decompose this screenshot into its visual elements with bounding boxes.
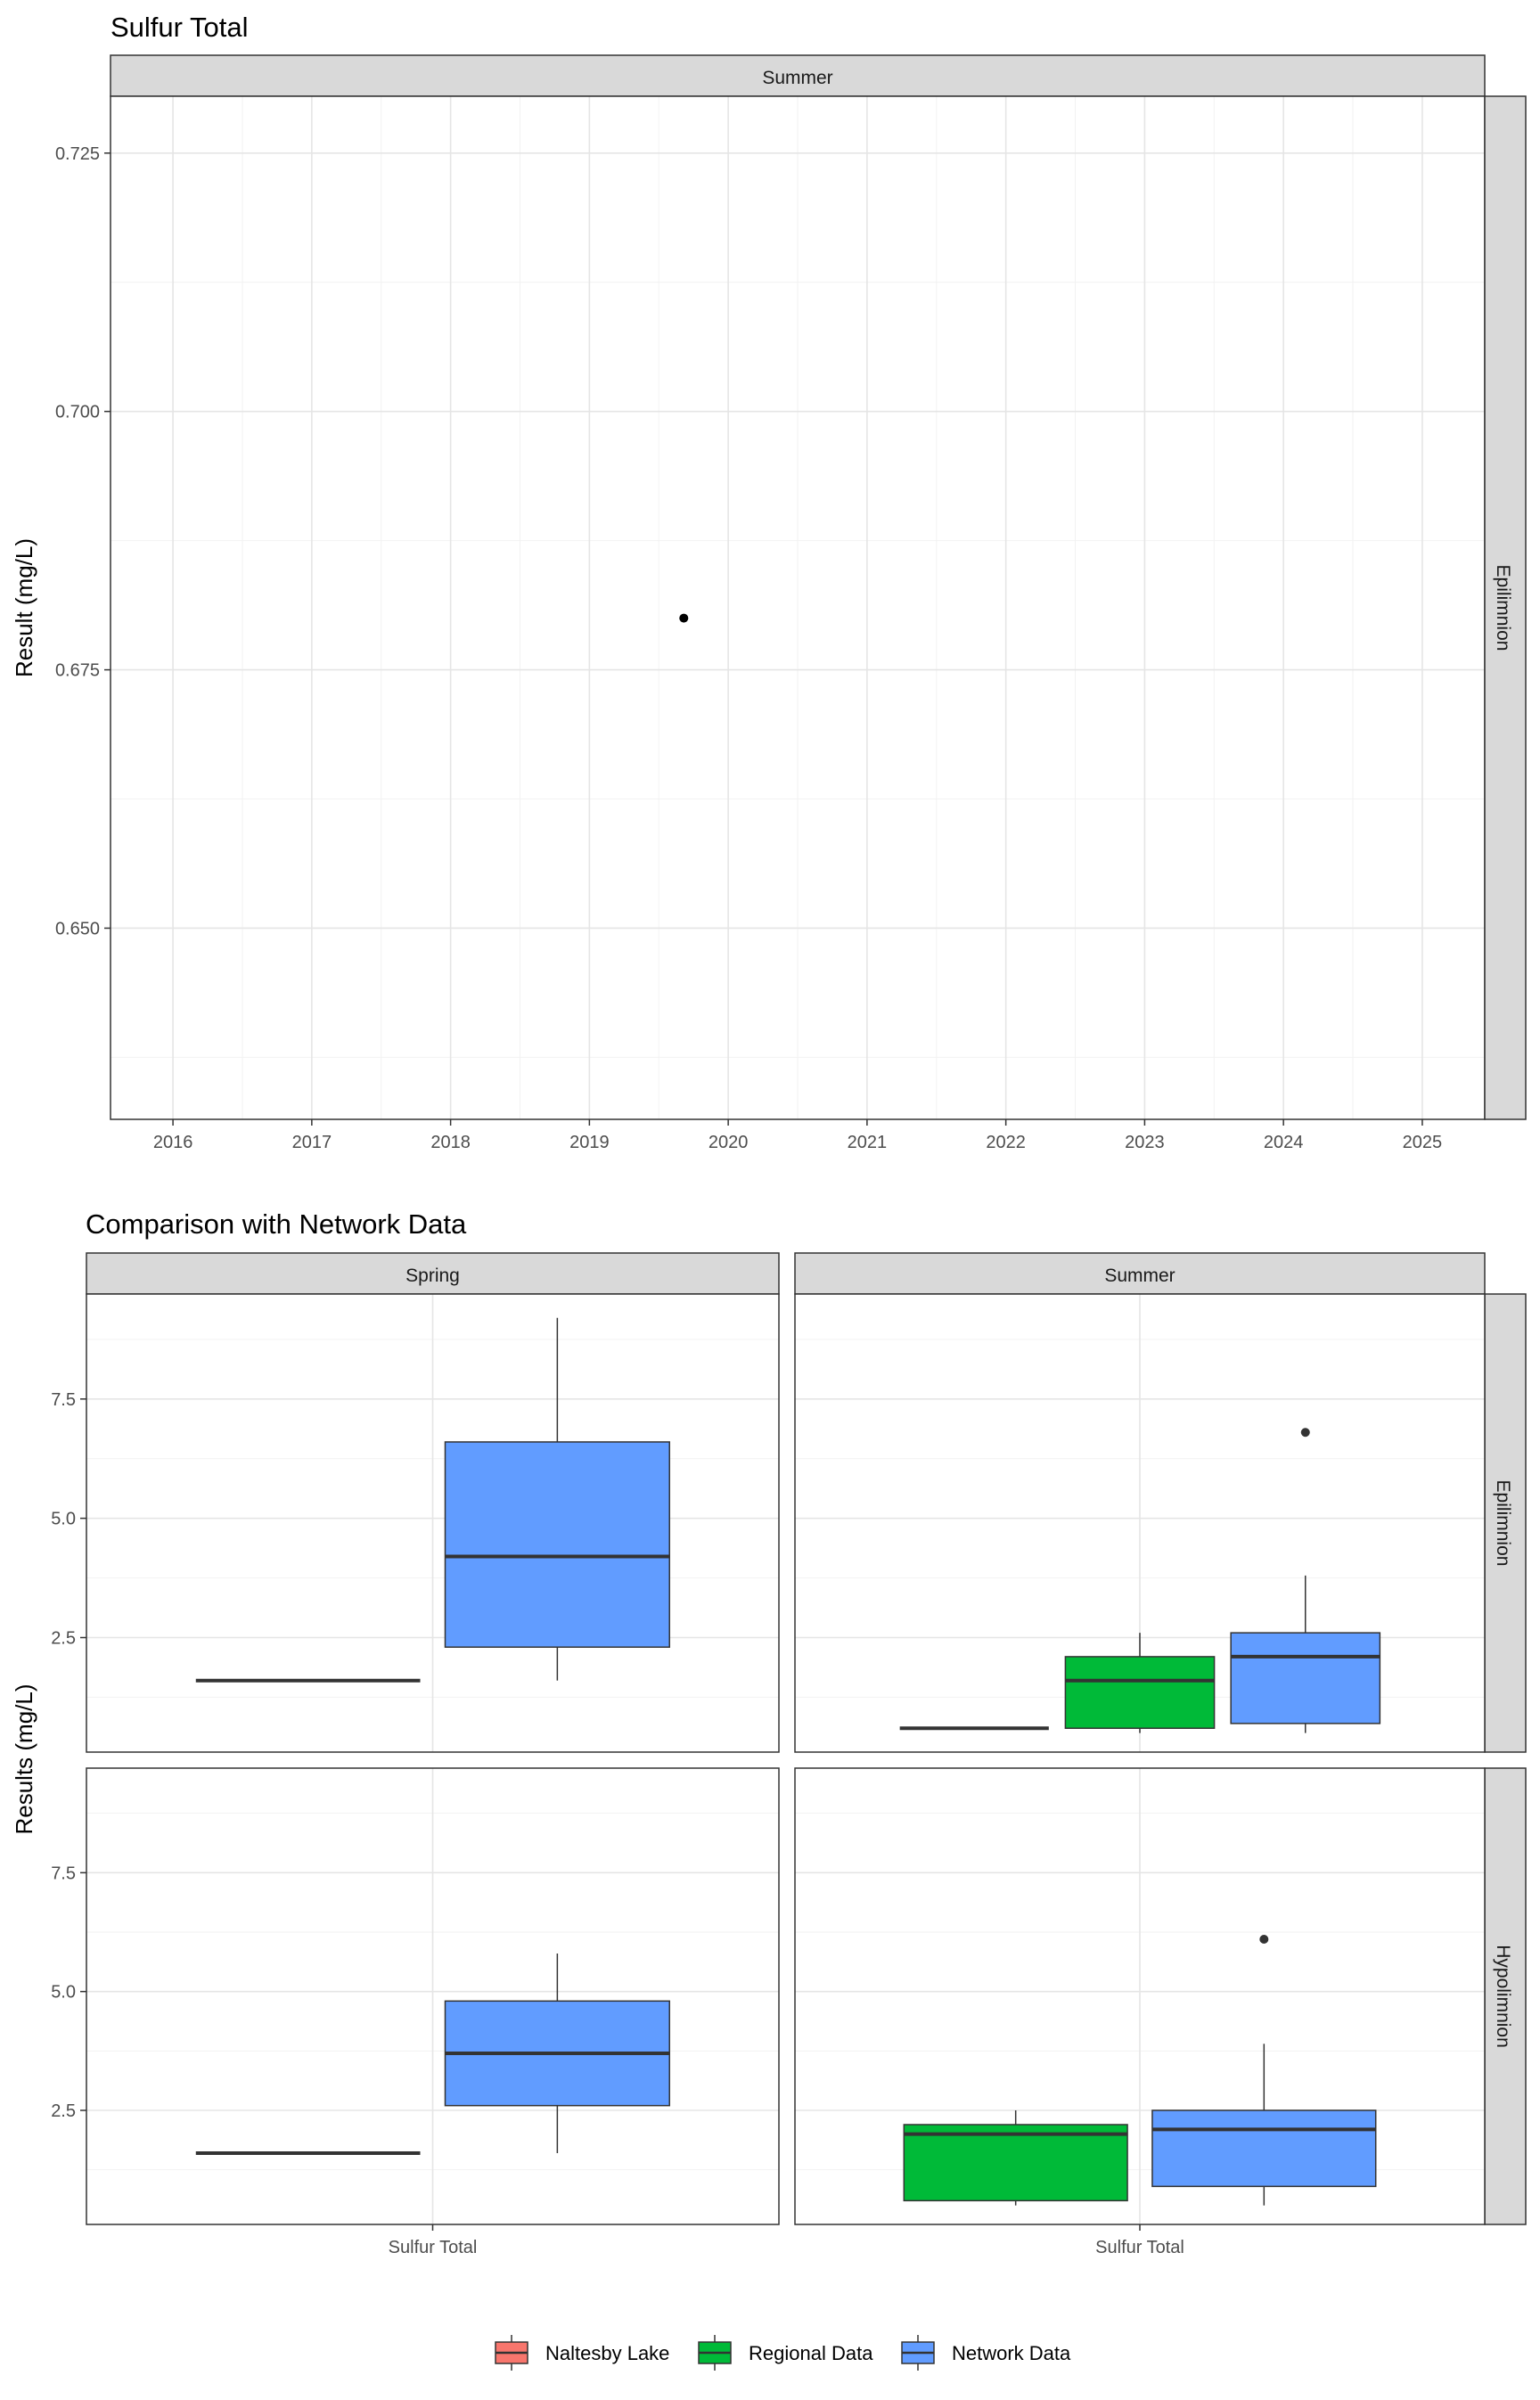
y-tick-label: 0.650 bbox=[55, 919, 100, 938]
facet-label-epilimnion: Epilimnion bbox=[1493, 1480, 1513, 1567]
panel-border bbox=[794, 1293, 1486, 1753]
box-network-data-outlier bbox=[1300, 1428, 1310, 1438]
x-tick-label: 2020 bbox=[709, 1133, 749, 1152]
facet-strip-epilimnion bbox=[1484, 1293, 1527, 1753]
box-regional-data bbox=[903, 2124, 1128, 2202]
facet-label-hypolimnion: Hypolimnion bbox=[1493, 1945, 1513, 2048]
y-tick-label: 2.5 bbox=[51, 1629, 76, 1649]
x-tick-label: 2022 bbox=[986, 1133, 1026, 1152]
box-network-data bbox=[1151, 2109, 1377, 2188]
legend-label: Naltesby Lake bbox=[545, 2342, 669, 2364]
facet-strip-summer bbox=[110, 54, 1486, 97]
x-tick-label: 2025 bbox=[1403, 1133, 1443, 1152]
x-tick-label: Sulfur Total bbox=[389, 2238, 478, 2257]
y-tick-label: 0.700 bbox=[55, 403, 100, 422]
box-network-data bbox=[444, 1441, 670, 1648]
x-tick-label: Sulfur Total bbox=[1095, 2238, 1184, 2257]
x-tick-label: 2018 bbox=[430, 1133, 471, 1152]
chart-title: Sulfur Total bbox=[111, 12, 249, 43]
y-tick-label: 0.675 bbox=[55, 661, 100, 681]
chart-title-comparison: Comparison with Network Data bbox=[86, 1208, 467, 1240]
box-network-data bbox=[1230, 1632, 1381, 1724]
facet-strip-summer bbox=[794, 1252, 1486, 1295]
panel-border bbox=[86, 1293, 780, 1753]
facet-label-summer: Summer bbox=[1104, 1266, 1175, 1286]
legend-label: Regional Data bbox=[749, 2342, 873, 2364]
facet-label-summer: Summer bbox=[762, 68, 832, 88]
y-tick-label: 5.0 bbox=[51, 1510, 76, 1529]
y-axis-title: Result (mg/L) bbox=[11, 538, 37, 677]
x-tick-label: 2017 bbox=[292, 1133, 332, 1152]
x-tick-label: 2023 bbox=[1125, 1133, 1165, 1152]
box-network-data-outlier bbox=[1259, 1935, 1269, 1944]
x-tick-label: 2019 bbox=[569, 1133, 610, 1152]
y-tick-label: 0.725 bbox=[55, 144, 100, 164]
x-tick-label: 2016 bbox=[153, 1133, 193, 1152]
y-tick-label: 7.5 bbox=[51, 1390, 76, 1410]
x-tick-label: 2021 bbox=[848, 1133, 888, 1152]
legend-label: Network Data bbox=[952, 2342, 1071, 2364]
box-regional-data bbox=[1064, 1656, 1216, 1729]
data-point bbox=[679, 613, 689, 623]
facet-strip-spring bbox=[86, 1252, 780, 1295]
facet-strip-epilimnion bbox=[1484, 95, 1527, 1120]
y-tick-label: 2.5 bbox=[51, 2101, 76, 2121]
x-tick-label: 2024 bbox=[1264, 1133, 1304, 1152]
y-tick-label: 7.5 bbox=[51, 1863, 76, 1883]
y-tick-label: 5.0 bbox=[51, 1983, 76, 2003]
y-axis-title-comparison: Results (mg/L) bbox=[11, 1683, 37, 1834]
facet-label-spring: Spring bbox=[405, 1266, 460, 1286]
facet-label-epilimnion: Epilimnion bbox=[1493, 565, 1513, 651]
